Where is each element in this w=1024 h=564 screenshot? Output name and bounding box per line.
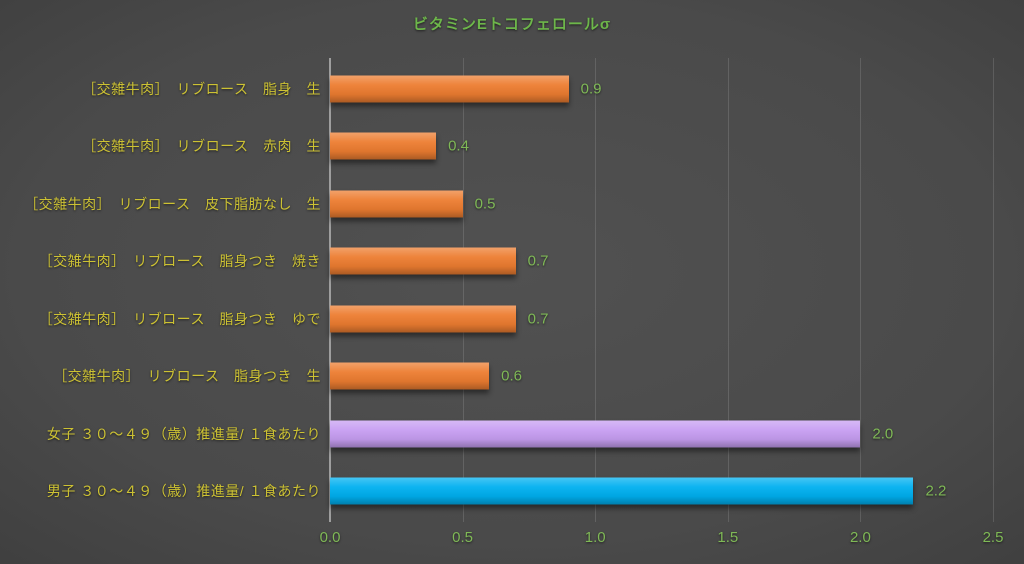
x-axis-tick-label: 0.0 — [319, 529, 341, 546]
gridline — [993, 58, 994, 522]
data-value-label: 0.5 — [474, 195, 496, 213]
x-axis-tick-label: 2.5 — [982, 529, 1004, 546]
data-bar — [330, 247, 516, 275]
chart-row: ［交雑牛肉］ リブロース 脂身つき 生 0.6 — [0, 348, 993, 406]
category-axis-label: ［交雑牛肉］ リブロース 脂身つき 生 — [53, 368, 321, 385]
gridline — [727, 58, 729, 522]
x-axis-tick-label: 2.0 — [849, 529, 871, 546]
gridline — [595, 58, 597, 522]
data-value-label: 2.0 — [872, 425, 894, 443]
bar-track: 0.7 — [330, 290, 993, 348]
category-axis-label: ［交雑牛肉］ リブロース 脂身つき ゆで — [38, 310, 321, 327]
bar-rows: ［交雑牛肉］ リブロース 脂身 生 0.9 ［交雑牛肉］ リブロース 赤肉 生 … — [0, 60, 993, 520]
category-axis-label: ［交雑牛肉］ リブロース 赤肉 生 — [82, 138, 321, 155]
chart-row: 女子 ３０～４９（歳）推進量/ １食あたり 2.0 — [0, 405, 993, 463]
bar-track: 0.6 — [330, 348, 993, 406]
bar-track: 0.4 — [330, 118, 993, 176]
data-bar — [330, 132, 437, 160]
data-value-label: 2.2 — [925, 482, 947, 500]
x-axis-ticks: 0.0 0.5 1.0 1.5 2.0 2.5 — [320, 529, 1004, 549]
chart-row: ［交雑牛肉］ リブロース 皮下脂肪なし 生 0.5 — [0, 175, 993, 233]
data-value-label: 0.9 — [580, 80, 602, 98]
x-axis-tick-label: 0.5 — [452, 529, 474, 546]
gridline — [860, 58, 862, 522]
x-axis-tick-label: 1.5 — [717, 529, 739, 546]
bar-track: 0.7 — [330, 233, 993, 291]
plot-area — [329, 58, 994, 522]
chart-row: ［交雑牛肉］ リブロース 脂身 生 0.9 — [0, 60, 993, 118]
chart-title: ビタミンEトコフェロールσ — [412, 16, 612, 33]
category-axis-label: 男子 ３０～４９（歳）推進量/ １食あたり — [46, 483, 321, 500]
bar-track: 0.5 — [330, 175, 993, 233]
data-bar — [330, 420, 861, 448]
data-bar — [330, 305, 516, 333]
data-value-label: 0.6 — [501, 367, 522, 385]
x-axis-tick-label: 1.0 — [584, 529, 606, 546]
chart-row: ［交雑牛肉］ リブロース 赤肉 生 0.4 — [0, 118, 993, 176]
bar-track: 2.2 — [330, 463, 993, 521]
category-axis-label: 女子 ３０～４９（歳）推進量/ １食あたり — [46, 425, 321, 442]
data-bar — [330, 477, 914, 505]
data-value-label: 0.7 — [527, 310, 549, 328]
data-value-label: 0.4 — [448, 137, 469, 155]
data-bar — [330, 190, 463, 218]
category-axis-label: ［交雑牛肉］ リブロース 皮下脂肪なし 生 — [24, 195, 321, 212]
bar-track: 0.9 — [330, 60, 993, 118]
category-axis-label: ［交雑牛肉］ リブロース 脂身 生 — [82, 80, 321, 97]
gridline — [462, 58, 464, 522]
bar-track: 2.0 — [330, 405, 993, 463]
data-bar — [330, 75, 569, 103]
chart-row: ［交雑牛肉］ リブロース 脂身つき 焼き 0.7 — [0, 233, 993, 291]
data-bar — [330, 362, 490, 390]
chart-row: ［交雑牛肉］ リブロース 脂身つき ゆで 0.7 — [0, 290, 993, 348]
chart-row: 男子 ３０～４９（歳）推進量/ １食あたり 2.2 — [0, 463, 993, 521]
y-axis-line — [329, 58, 331, 522]
category-axis-label: ［交雑牛肉］ リブロース 脂身つき 焼き — [38, 253, 321, 270]
data-value-label: 0.7 — [527, 252, 549, 270]
